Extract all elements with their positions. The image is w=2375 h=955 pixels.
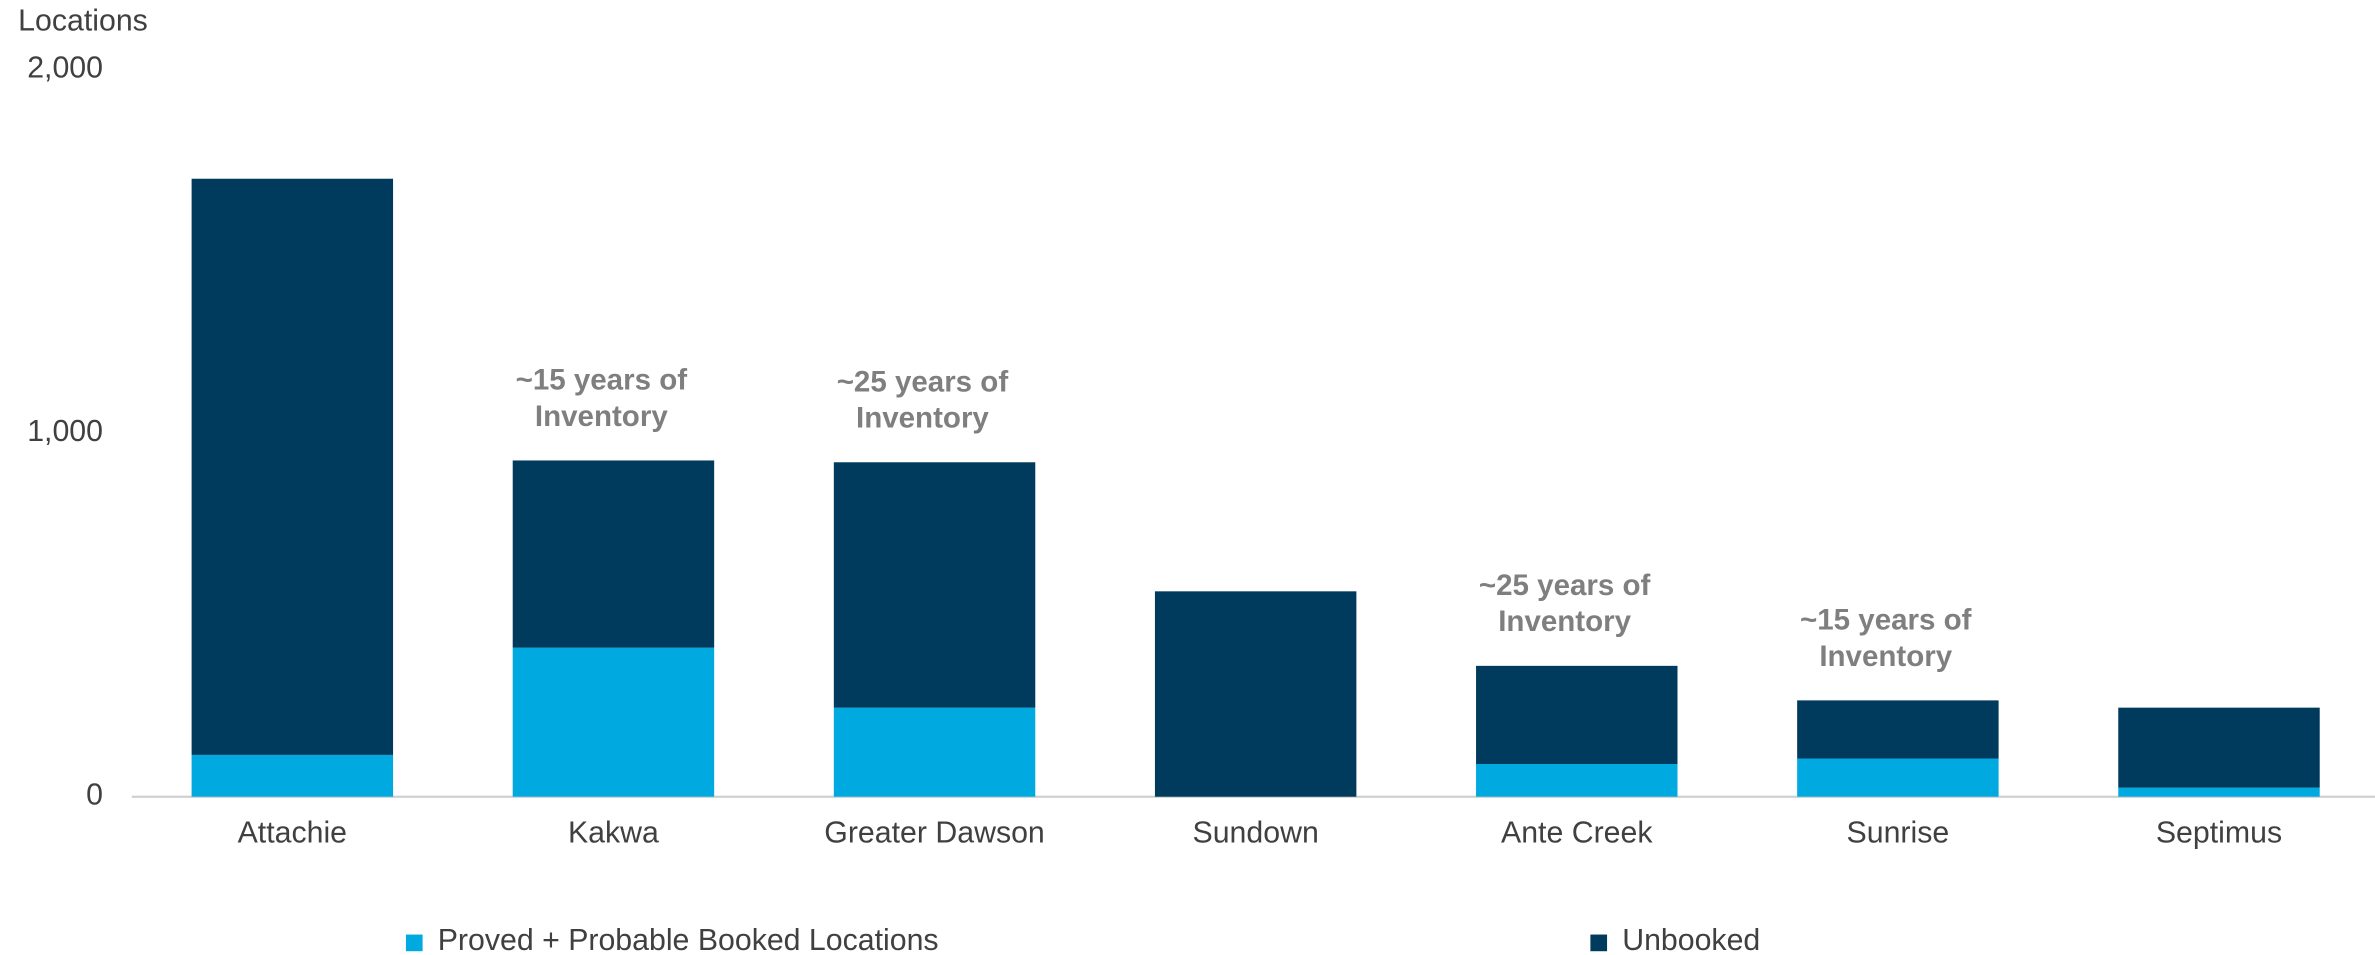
annotation: Inventory (1819, 640, 1952, 673)
bar-segment (1797, 758, 1999, 797)
y-axis-label: Locations (18, 5, 148, 38)
legend-swatch (1590, 934, 1608, 952)
x-tick-label: Ante Creek (1501, 817, 1653, 850)
y-tick-label: 2,000 (27, 52, 103, 85)
annotation: ~15 years of (516, 363, 688, 396)
annotation: Inventory (856, 402, 989, 435)
annotation: Inventory (535, 400, 668, 433)
bar-segment (191, 754, 394, 797)
x-tick-label: Septimus (2156, 817, 2282, 850)
x-tick-label: Sundown (1193, 817, 1319, 850)
x-tick-label: Greater Dawson (824, 817, 1044, 850)
annotation: ~25 years of (1479, 569, 1651, 602)
bar-segment (1476, 665, 1678, 764)
legend-swatch (405, 934, 423, 952)
annotation: ~25 years of (837, 365, 1009, 398)
bar-segment (512, 460, 715, 648)
bar-segment (191, 178, 394, 755)
x-tick-label: Kakwa (568, 817, 659, 850)
bar-segment (1476, 763, 1678, 797)
bar-segment (833, 707, 1036, 797)
y-tick-label: 1,000 (27, 415, 103, 448)
bar-segment (1797, 700, 1999, 759)
bar-segment (512, 647, 715, 797)
bar-segment (2118, 787, 2320, 797)
legend-label: Unbooked (1622, 924, 1760, 955)
annotation: Inventory (1498, 605, 1631, 638)
x-tick-label: Sunrise (1847, 817, 1950, 850)
x-tick-label: Attachie (238, 817, 347, 850)
bar-segment (833, 462, 1036, 708)
bar-segment (2118, 707, 2320, 788)
y-tick-label: 0 (86, 779, 103, 812)
bar-segment (1154, 591, 1357, 797)
annotation: ~15 years of (1800, 603, 1972, 636)
legend-label: Proved + Probable Booked Locations (438, 924, 939, 955)
